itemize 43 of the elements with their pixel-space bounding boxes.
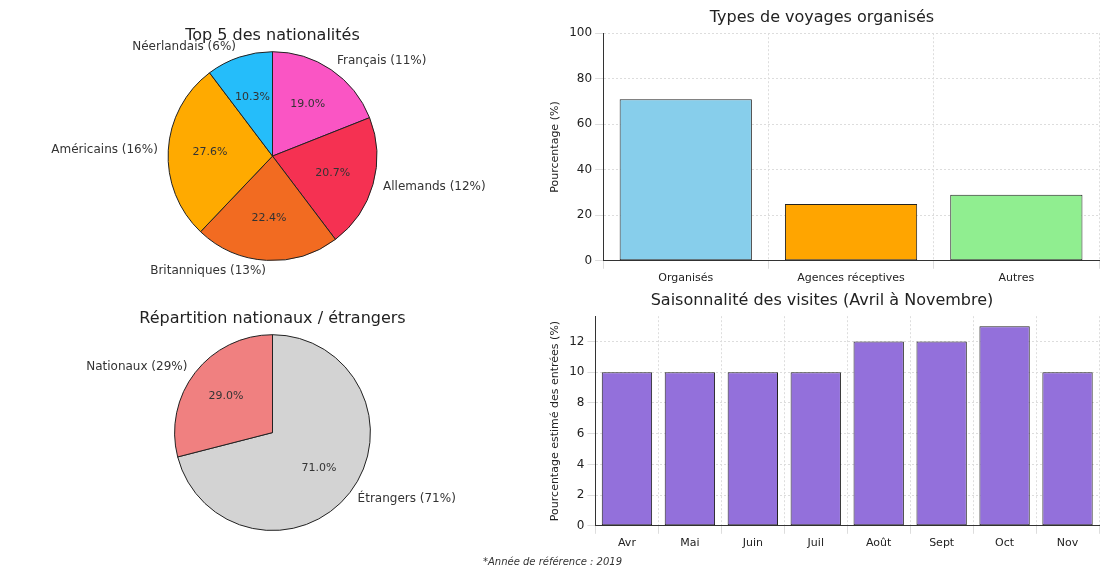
x-tick-label: Agences réceptives: [797, 271, 906, 285]
data-label: 71.0%: [301, 461, 337, 475]
x-tick-label: Autres: [998, 271, 1035, 285]
y-tick-label: 2: [576, 487, 585, 502]
slice-label: Américains (16%): [51, 141, 158, 156]
x-tick-label: Juin: [741, 536, 763, 550]
data-label: 19.0%: [290, 97, 326, 111]
y-tick-label: 100: [569, 25, 593, 40]
x-tick-label: Sept: [929, 536, 955, 550]
x-tick-label: Nov: [1056, 536, 1079, 550]
y-tick-label: 80: [576, 70, 593, 85]
y-axis-title: Pourcentage estimé des entrées (%): [548, 320, 562, 522]
text: *Année de référence : 2019: [481, 556, 623, 567]
x-tick-label: Avr: [617, 536, 637, 550]
y-tick-label: 40: [576, 161, 593, 176]
y-tick-label: 12: [569, 333, 585, 348]
x-tick-label: Août: [866, 536, 893, 550]
y-tick-label: 8: [576, 395, 585, 410]
slice-label: Étrangers (71%): [357, 489, 456, 505]
x-tick-label: Mai: [680, 536, 700, 550]
data-label: 27.6%: [192, 145, 228, 159]
data-label: 10.3%: [235, 89, 271, 103]
data-label: 29.0%: [208, 389, 244, 403]
y-tick-label: 0: [576, 517, 585, 532]
y-tick-label: 60: [576, 116, 593, 131]
y-tick-label: 4: [576, 456, 585, 471]
x-tick-label: Juil: [806, 536, 824, 550]
x-tick-label: Oct: [995, 536, 1015, 550]
slice-label: Allemands (12%): [383, 179, 486, 194]
chart-title: Saisonnalité des visites (Avril à Novembre): [650, 289, 994, 309]
data-label: 20.7%: [315, 165, 351, 179]
chart-title: Répartition nationaux / étrangers: [139, 307, 406, 327]
y-tick-label: 6: [576, 425, 585, 440]
slice-label: Nationaux (29%): [86, 358, 188, 373]
y-axis-title: Pourcentage (%): [548, 101, 562, 193]
slice-label: Français (11%): [337, 53, 427, 68]
y-tick-label: 10: [569, 364, 585, 379]
y-tick-label: 20: [576, 207, 593, 222]
data-label: 22.4%: [251, 211, 287, 225]
x-tick-label: Organisés: [658, 271, 714, 285]
y-tick-label: 0: [584, 252, 593, 267]
chart-title: Types de voyages organisés: [708, 6, 935, 26]
slice-label: Britanniques (13%): [150, 262, 267, 277]
